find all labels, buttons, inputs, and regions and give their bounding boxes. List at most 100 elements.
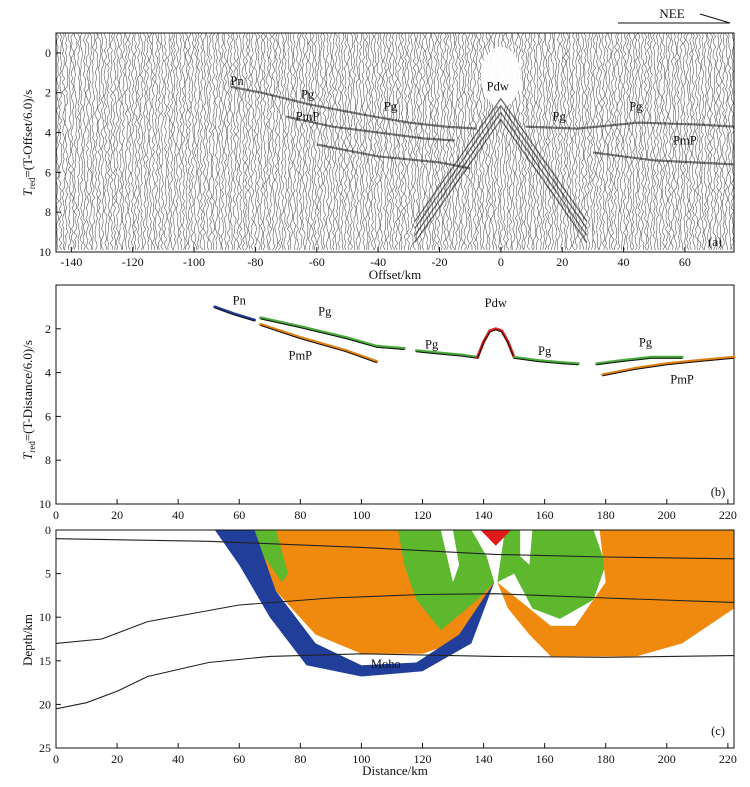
y-tick-label: 8 (45, 205, 51, 219)
y-tick-label: 8 (45, 453, 51, 467)
panel-c-frame (55, 529, 735, 749)
series-pmp-calculated (602, 357, 735, 377)
velocity-boundary (56, 653, 734, 710)
x-tick-label: 60 (233, 752, 245, 766)
x-tick-label: 200 (658, 752, 676, 766)
panel-b-traveltime-picks: 0 20 40 60 80 100 120 140 160 180 200 220 2 4 6 8 10 Pn P… (20, 284, 737, 522)
phase-label: Pg (425, 338, 439, 352)
x-tick-label: 120 (413, 752, 431, 766)
series-pg-calculated (596, 357, 683, 366)
x-tick-label: -80 (247, 255, 263, 269)
moho-label: Moho (371, 657, 401, 671)
x-tick-label: 140 (475, 752, 493, 766)
x-tick-label: 60 (679, 255, 691, 269)
series-pmp-picks (259, 322, 379, 364)
x-tick-label: 40 (172, 752, 184, 766)
series-pg-picks (259, 316, 406, 350)
x-tick-label: 60 (233, 508, 245, 522)
ray-gap (440, 530, 460, 583)
series-pdw-picks (476, 327, 516, 359)
ray-coverage (214, 530, 734, 677)
phase-arrival-band (285, 115, 455, 142)
pmp-ray-fan-right (497, 530, 734, 657)
phase-label: Pn (230, 74, 244, 88)
x-tick-label: -40 (370, 255, 386, 269)
x-tick-label: 80 (294, 508, 306, 522)
x-tick-label: 20 (111, 508, 123, 522)
x-tick-label: 20 (556, 255, 568, 269)
x-tick-label: 220 (719, 508, 737, 522)
pdw-diffraction (414, 97, 588, 243)
y-tick-label: 20 (39, 697, 51, 711)
phase-label: Pg (301, 88, 315, 102)
ray-gap (520, 530, 533, 565)
y-tick-label: 6 (45, 409, 51, 423)
series-pn-picks (213, 305, 256, 322)
x-tick-label: -20 (431, 255, 447, 269)
phase-label: PmP (670, 373, 694, 387)
x-tick-label: 0 (53, 752, 59, 766)
y-tick-label: 6 (45, 165, 51, 179)
series-pg-calculated (416, 351, 478, 359)
panel-c-ylabel: Depth/km (20, 614, 35, 666)
phase-label: Pg (384, 100, 398, 114)
phase-label: PmP (673, 133, 697, 147)
x-tick-label: 200 (658, 508, 676, 522)
x-tick-label: 180 (597, 752, 615, 766)
direction-indicator: NEE (618, 6, 731, 24)
y-tick-label: 2 (45, 322, 51, 336)
y-tick-label: 5 (45, 567, 51, 581)
y-tick-label: 15 (39, 654, 51, 668)
phase-arrival-band (525, 121, 734, 130)
panel-a-frame (55, 32, 735, 253)
y-tick-label: 10 (39, 610, 51, 624)
y-tick-label: 25 (39, 741, 51, 755)
pn-ray-band (214, 530, 495, 677)
series-pg-picks (414, 349, 479, 359)
source-wedge (480, 530, 512, 546)
velocity-boundary (56, 593, 734, 644)
pg-ray-fan-left (398, 530, 495, 631)
x-tick-label: -120 (122, 255, 144, 269)
x-tick-label: 0 (53, 508, 59, 522)
series-pmp-picks (601, 355, 736, 377)
phase-label: Pn (233, 294, 247, 308)
y-tick-label: 4 (45, 126, 51, 140)
y-tick-label: 10 (39, 245, 51, 259)
panel-a-xlabel: Offset/km (369, 267, 421, 282)
phase-label: Pg (553, 110, 567, 124)
x-tick-label: 180 (597, 508, 615, 522)
panel-b-frame (55, 284, 735, 505)
pdw-clear-area (480, 46, 521, 107)
series-pg-calculated (514, 357, 579, 366)
panel-c-ray-diagram: 0 20 40 60 80 100 120 140 160 180 200 220 0 5 10 15 20 25… (20, 523, 737, 778)
phase-label: Pdw (485, 296, 507, 310)
series-pg-picks (595, 355, 684, 366)
x-tick-label: 40 (618, 255, 630, 269)
phase-label: Pg (318, 305, 332, 319)
x-tick-label: 120 (413, 508, 431, 522)
phase-label: Pg (639, 335, 653, 349)
phase-label: Pg (629, 100, 643, 114)
velocity-boundary (56, 538, 734, 560)
x-tick-label: -100 (183, 255, 205, 269)
series-pg-picks (512, 355, 580, 366)
panel-b-label: (b) (711, 485, 726, 499)
x-tick-label: -60 (309, 255, 325, 269)
panel-a-label: (a) (708, 235, 722, 249)
phase-arrival-band (592, 151, 734, 166)
y-tick-label: 2 (45, 86, 51, 100)
x-tick-label: 100 (352, 752, 370, 766)
x-tick-label: 20 (111, 752, 123, 766)
y-tick-label: 10 (39, 497, 51, 511)
trace-wiggles (56, 33, 734, 251)
series-pdw-calculated (477, 329, 515, 359)
panel-c-label: (c) (711, 724, 725, 738)
phase-label: Pg (538, 344, 552, 358)
phase-label: PmP (289, 348, 313, 362)
panel-a-seismic-section: -140 -120 -100 -80 -60 -40 -20 0 20 40 60 0 2 4 6 8 10 P… (20, 32, 735, 282)
panel-c-xlabel: Distance/km (362, 763, 428, 778)
phase-label: Pdw (487, 80, 509, 94)
x-tick-label: 160 (536, 508, 554, 522)
series-pn-calculated (214, 307, 255, 322)
